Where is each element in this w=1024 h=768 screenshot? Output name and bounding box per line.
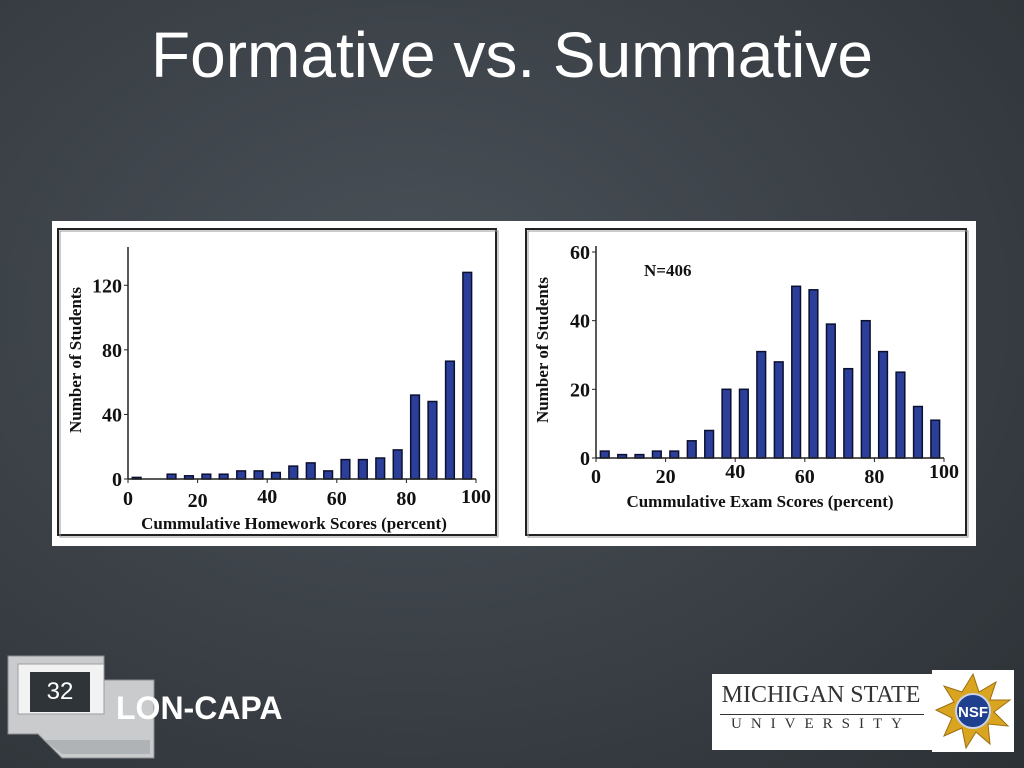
hw-bar-5 bbox=[236, 470, 247, 480]
hw-bar-15 bbox=[409, 394, 421, 480]
ex-bar-15 bbox=[860, 319, 871, 459]
ex-ytick-0: 0 bbox=[580, 448, 590, 470]
msu-line1: MICHIGAN STATE bbox=[721, 682, 921, 708]
exam-xlabel: Cummulative Exam Scores (percent) bbox=[626, 492, 893, 511]
hw-bar-14 bbox=[392, 449, 403, 480]
nsf-logo-icon: NSF bbox=[932, 670, 1014, 752]
hw-ytick-0: 0 bbox=[112, 469, 122, 491]
ex-bar-4 bbox=[669, 450, 680, 459]
hw-xtick-20: 20 bbox=[188, 490, 208, 512]
ex-bar-16 bbox=[877, 350, 889, 459]
ex-bar-10 bbox=[773, 361, 784, 459]
ex-bar-6 bbox=[704, 429, 715, 459]
slide-number: 32 bbox=[30, 672, 90, 712]
ex-bar-14 bbox=[843, 367, 854, 459]
ex-xtick-40: 40 bbox=[725, 461, 745, 483]
figure-panel: 0 20 40 60 80 100 0 40 80 120 Cummulative Homewor… bbox=[52, 221, 976, 546]
svg-text:NSF: NSF bbox=[958, 704, 988, 721]
hw-bar-6 bbox=[253, 470, 264, 480]
homework-xlabel: Cummulative Homework Scores (percent) bbox=[141, 514, 447, 533]
hw-bar-8 bbox=[288, 465, 299, 480]
ex-xtick-60: 60 bbox=[795, 466, 815, 488]
homework-chart-frame bbox=[57, 228, 497, 536]
hw-ytick-40: 40 bbox=[102, 404, 122, 426]
ex-bar-13 bbox=[825, 323, 836, 459]
ex-bar-9 bbox=[756, 350, 767, 459]
ex-bar-12 bbox=[808, 289, 819, 459]
hw-bar-11 bbox=[340, 458, 351, 480]
homework-ylabel: Number of Students bbox=[66, 287, 85, 433]
hw-ytick-80: 80 bbox=[102, 340, 122, 362]
hw-ytick-120: 120 bbox=[92, 275, 122, 297]
hw-xtick-80: 80 bbox=[396, 488, 416, 510]
hw-xtick-100: 100 bbox=[461, 486, 491, 508]
ex-xtick-0: 0 bbox=[591, 466, 601, 488]
lon-capa-brand: LON-CAPA bbox=[116, 690, 283, 726]
ex-bar-8 bbox=[738, 388, 749, 459]
ex-bar-5 bbox=[686, 440, 697, 459]
ex-bar-3 bbox=[651, 450, 662, 459]
hw-bar-17 bbox=[444, 360, 456, 480]
exam-histogram: 0 20 40 60 80 100 0 20 40 60 Cummulative Exam Sco… bbox=[525, 228, 969, 538]
ex-bar-11 bbox=[791, 285, 802, 459]
hw-bar-10 bbox=[323, 470, 334, 480]
ex-xtick-100: 100 bbox=[929, 461, 959, 483]
msu-line2: UNIVERSITY bbox=[731, 716, 911, 732]
exam-n-annotation: N=406 bbox=[644, 261, 691, 280]
ex-bar-7 bbox=[721, 388, 732, 459]
charts-svg: 0 20 40 60 80 100 0 40 80 120 Cummulative Homewor… bbox=[57, 228, 969, 538]
ex-xtick-80: 80 bbox=[864, 466, 884, 488]
hw-xtick-0: 0 bbox=[123, 488, 133, 510]
ex-ytick-60: 60 bbox=[570, 242, 590, 264]
ex-bar-0 bbox=[599, 450, 610, 459]
hw-bar-16 bbox=[427, 400, 438, 480]
ex-bar-18 bbox=[912, 405, 924, 459]
exam-chart-frame bbox=[525, 228, 967, 536]
hw-xtick-40: 40 bbox=[257, 486, 277, 508]
exam-ylabel: Number of Students bbox=[533, 277, 552, 423]
hw-xtick-60: 60 bbox=[327, 488, 347, 510]
ex-ytick-40: 40 bbox=[570, 311, 590, 333]
hw-bar-12 bbox=[357, 458, 368, 480]
hw-bar-7 bbox=[270, 471, 282, 480]
homework-histogram: 0 20 40 60 80 100 0 40 80 120 Cummulative Homewor… bbox=[57, 228, 499, 538]
ex-xtick-20: 20 bbox=[656, 466, 676, 488]
hw-bar-13 bbox=[375, 457, 386, 480]
ex-bar-19 bbox=[930, 419, 941, 459]
slide-title: Formative vs. Summative bbox=[151, 19, 873, 91]
ex-bar-17 bbox=[895, 371, 906, 459]
msu-wordmark: MICHIGAN STATE UNIVERSITY bbox=[712, 674, 932, 750]
ex-ytick-20: 20 bbox=[570, 379, 590, 401]
hw-bar-9 bbox=[305, 462, 316, 480]
hw-bar-18 bbox=[462, 271, 473, 480]
